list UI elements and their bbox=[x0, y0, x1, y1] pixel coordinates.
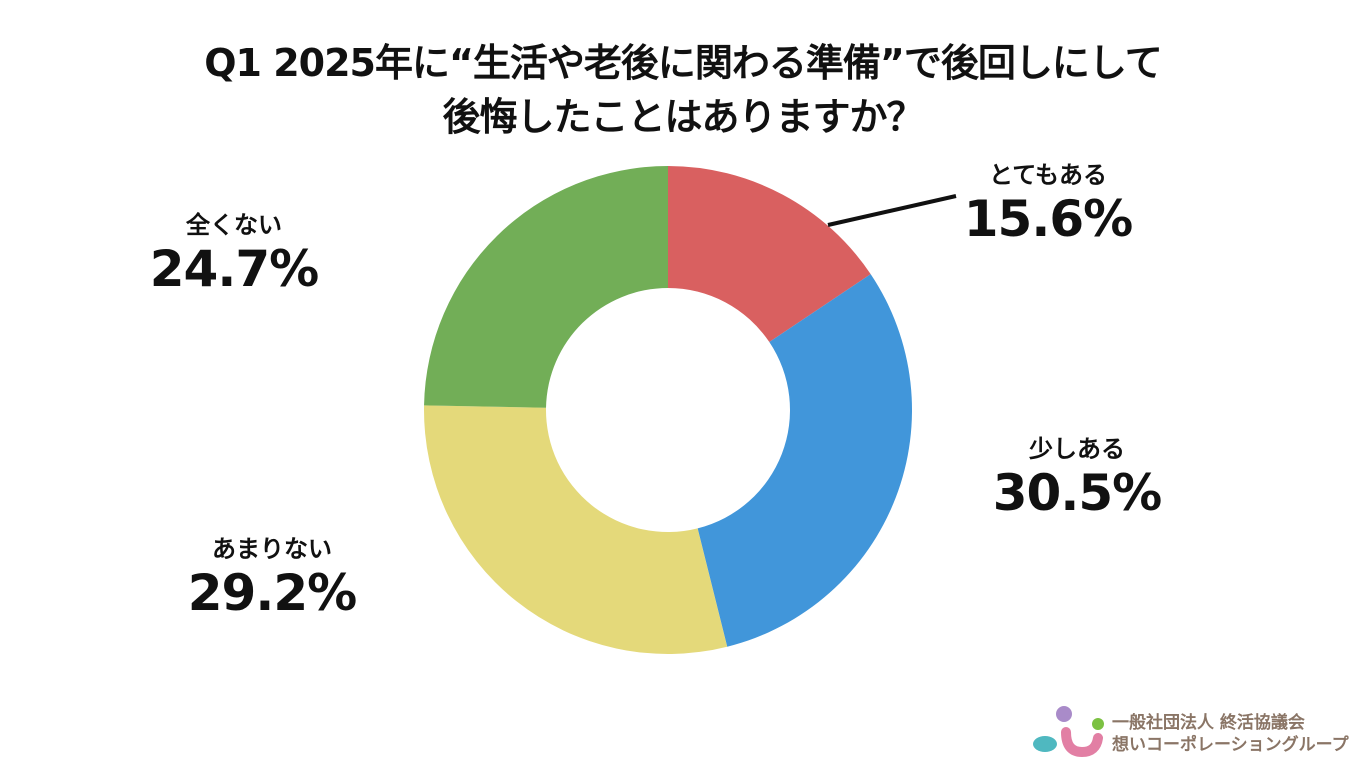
category-label: 全くない bbox=[186, 211, 282, 239]
organization-logo: 一般社団法人 終活協議会 想いコーポレーショングループ bbox=[1030, 700, 1360, 760]
percent-label: 15.6% bbox=[963, 190, 1133, 248]
title-line-2: 後悔したことはありますか？ bbox=[442, 95, 924, 139]
donut-slice bbox=[424, 405, 728, 654]
donut-slice bbox=[697, 274, 912, 647]
label-totemo-aru: とてもある 15.6% bbox=[948, 160, 1148, 248]
label-amari-nai: あまりない 29.2% bbox=[172, 534, 372, 622]
percent-label: 29.2% bbox=[187, 564, 357, 622]
label-mattaku-nai: 全くない 24.7% bbox=[134, 210, 334, 298]
leader-line bbox=[827, 194, 957, 227]
category-label: とてもある bbox=[988, 161, 1108, 189]
label-sukoshi-aru: 少しある 30.5% bbox=[977, 434, 1177, 522]
donut-slice bbox=[668, 166, 871, 343]
title-line-1: Q1 2025年に“生活や老後に関わる準備”で後回しにして bbox=[204, 41, 1163, 85]
logo-mark-icon bbox=[1033, 706, 1104, 758]
category-label: あまりない bbox=[212, 535, 332, 563]
logo-text-line-2: 想いコーポレーショングループ bbox=[1112, 735, 1349, 755]
percent-label: 24.7% bbox=[149, 240, 319, 298]
chart-title: Q1 2025年に“生活や老後に関わる準備”で後回しにして 後悔したことはありま… bbox=[0, 36, 1366, 144]
donut-slice bbox=[424, 166, 668, 408]
category-label: 少しある bbox=[1029, 435, 1125, 463]
percent-label: 30.5% bbox=[992, 464, 1162, 522]
logo-text-line-1: 一般社団法人 終活協議会 bbox=[1112, 713, 1305, 733]
